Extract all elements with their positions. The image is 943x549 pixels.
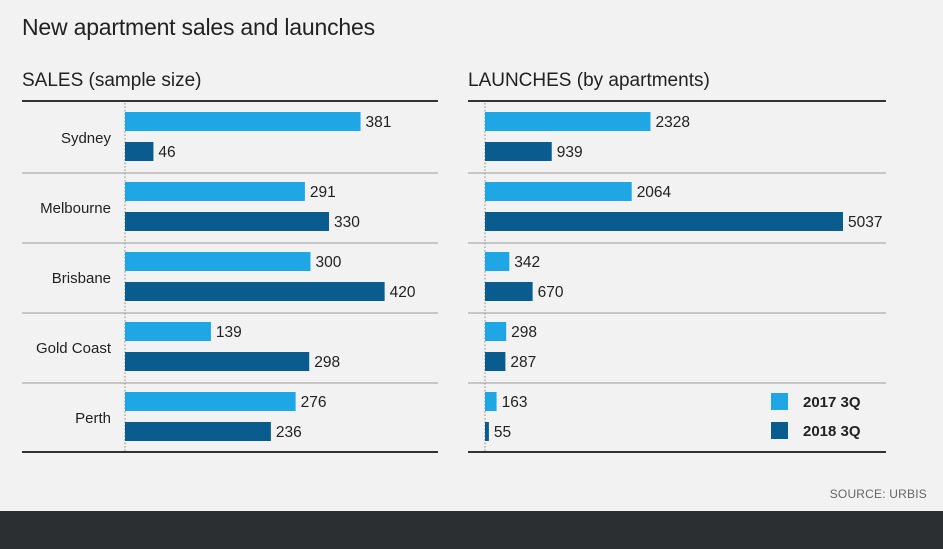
launches-value-melbourne-2017-3q: 2064 bbox=[637, 184, 672, 201]
launches-bar-melbourne-2018-3q bbox=[485, 212, 843, 231]
launches-bar-brisbane-2017-3q bbox=[485, 252, 510, 271]
sales-bar-sydney-2018-3q bbox=[125, 142, 154, 161]
launches-bar-gold-coast-2018-3q bbox=[485, 352, 506, 371]
launches-bar-perth-2018-3q bbox=[485, 422, 489, 441]
sales-bar-brisbane-2018-3q bbox=[125, 282, 385, 301]
sales-value-perth-2017-3q: 276 bbox=[301, 394, 327, 411]
sales-bar-sydney-2017-3q bbox=[125, 112, 361, 131]
sales-bar-perth-2017-3q bbox=[125, 392, 296, 411]
source-note: SOURCE: URBIS bbox=[829, 487, 927, 501]
legend-label-2018-3q: 2018 3Q bbox=[803, 423, 861, 440]
category-label-gold-coast: Gold Coast bbox=[36, 340, 112, 357]
launches-bar-sydney-2018-3q bbox=[485, 142, 552, 161]
launches-value-gold-coast-2018-3q: 287 bbox=[510, 354, 536, 371]
launches-bar-sydney-2017-3q bbox=[485, 112, 651, 131]
launches-value-melbourne-2018-3q: 5037 bbox=[848, 214, 882, 231]
launches-value-brisbane-2017-3q: 342 bbox=[514, 254, 540, 271]
sales-value-sydney-2018-3q: 46 bbox=[158, 144, 175, 161]
sales-value-melbourne-2018-3q: 330 bbox=[334, 214, 360, 231]
launches-value-sydney-2018-3q: 939 bbox=[557, 144, 583, 161]
legend-label-2017-3q: 2017 3Q bbox=[803, 394, 861, 411]
launches-bar-melbourne-2017-3q bbox=[485, 182, 632, 201]
footer-bar bbox=[0, 511, 943, 549]
category-label-melbourne: Melbourne bbox=[40, 200, 111, 217]
category-label-perth: Perth bbox=[75, 410, 111, 427]
legend-swatch-2018-3q bbox=[771, 422, 788, 439]
sales-value-gold-coast-2018-3q: 298 bbox=[314, 354, 340, 371]
sales-bar-melbourne-2017-3q bbox=[125, 182, 305, 201]
launches-panel-title: LAUNCHES (by apartments) bbox=[468, 70, 710, 91]
launches-bar-gold-coast-2017-3q bbox=[485, 322, 507, 341]
launches-value-perth-2017-3q: 163 bbox=[502, 394, 528, 411]
sales-bar-melbourne-2018-3q bbox=[125, 212, 329, 231]
category-label-brisbane: Brisbane bbox=[52, 270, 111, 287]
launches-value-perth-2018-3q: 55 bbox=[494, 424, 511, 441]
launches-bar-perth-2017-3q bbox=[485, 392, 497, 411]
sales-bar-gold-coast-2018-3q bbox=[125, 352, 310, 371]
sales-bar-perth-2018-3q bbox=[125, 422, 271, 441]
sales-value-gold-coast-2017-3q: 139 bbox=[216, 324, 242, 341]
sales-value-brisbane-2018-3q: 420 bbox=[390, 284, 416, 301]
sales-value-perth-2018-3q: 236 bbox=[276, 424, 302, 441]
legend-swatch-2017-3q bbox=[771, 393, 788, 410]
launches-value-sydney-2017-3q: 2328 bbox=[655, 114, 689, 131]
sales-bar-gold-coast-2017-3q bbox=[125, 322, 211, 341]
sales-value-melbourne-2017-3q: 291 bbox=[310, 184, 336, 201]
sales-bar-brisbane-2017-3q bbox=[125, 252, 311, 271]
sales-value-sydney-2017-3q: 381 bbox=[366, 114, 392, 131]
launches-value-brisbane-2018-3q: 670 bbox=[538, 284, 564, 301]
sales-panel-title: SALES (sample size) bbox=[22, 70, 202, 91]
sales-value-brisbane-2017-3q: 300 bbox=[315, 254, 341, 271]
launches-value-gold-coast-2017-3q: 298 bbox=[511, 324, 537, 341]
chart-title: New apartment sales and launches bbox=[22, 14, 375, 40]
category-label-sydney: Sydney bbox=[61, 130, 112, 147]
launches-bar-brisbane-2018-3q bbox=[485, 282, 533, 301]
